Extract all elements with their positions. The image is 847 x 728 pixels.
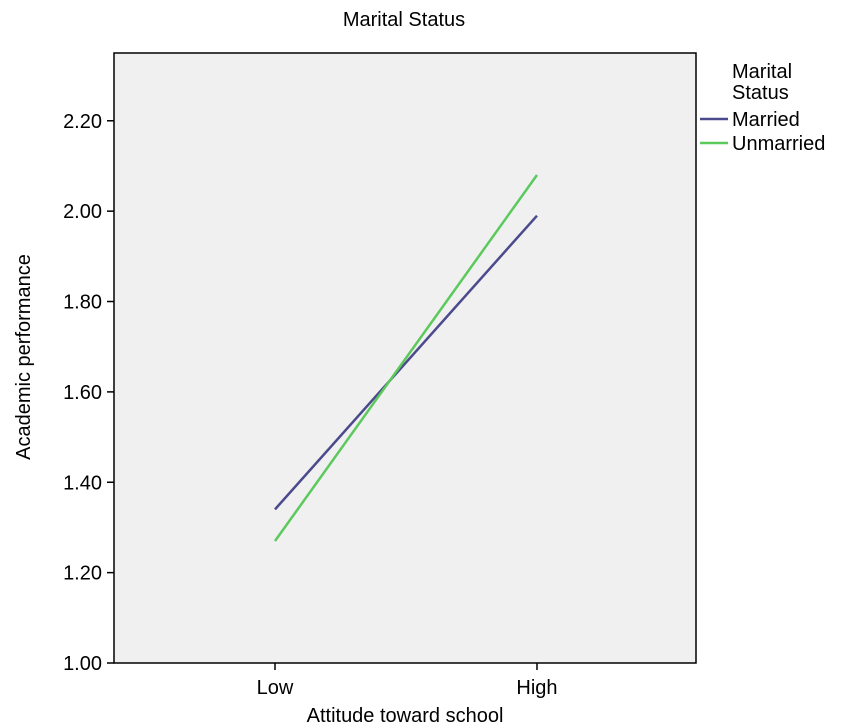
legend-title-line-2: Status — [732, 82, 789, 104]
legend-label-married: Married — [732, 109, 800, 131]
y-tick-label: 1.00 — [63, 653, 102, 675]
y-tick-label: 2.20 — [63, 111, 102, 133]
y-axis-label: Academic performance — [13, 254, 35, 460]
x-axis-label: Attitude toward school — [307, 705, 504, 727]
y-tick-label: 1.40 — [63, 472, 102, 494]
x-tick-label: Low — [257, 677, 294, 699]
series-line-married — [274, 214, 538, 511]
y-tick-label: 1.80 — [63, 292, 102, 314]
series-lines — [273, 174, 539, 542]
x-axis: Low High — [257, 663, 558, 699]
legend-label-unmarried: Unmarried — [732, 133, 825, 155]
y-axis: 1.00 1.20 1.40 1.60 1.80 2.00 2.20 — [63, 111, 114, 675]
legend-title-line-1: Marital — [732, 61, 792, 83]
x-tick-label: High — [516, 677, 557, 699]
y-tick-label: 1.20 — [63, 563, 102, 585]
y-tick-label: 1.60 — [63, 382, 102, 404]
y-tick-label: 2.00 — [63, 201, 102, 223]
chart-title: Marital Status — [343, 9, 465, 31]
series-line-unmarried — [273, 174, 539, 542]
